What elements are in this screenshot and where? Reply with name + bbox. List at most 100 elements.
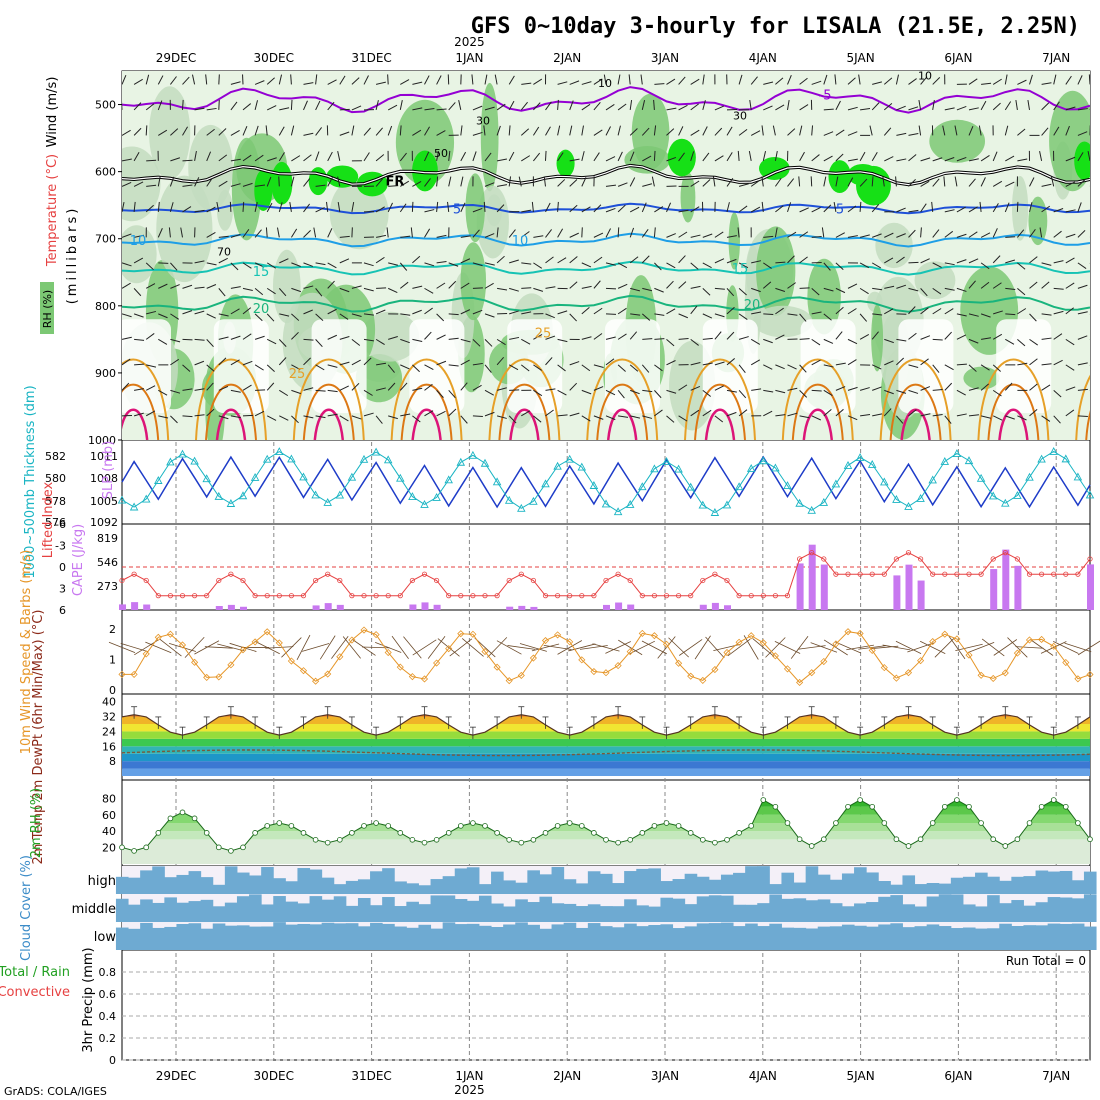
wind-barb <box>230 308 240 315</box>
wind-barb <box>835 306 844 315</box>
wind-barb <box>884 156 894 162</box>
wind-barb <box>436 176 439 187</box>
lifted-index-point <box>675 593 682 599</box>
wind-barb <box>122 336 132 340</box>
wind-barb <box>266 262 276 269</box>
wind-barb <box>122 262 132 267</box>
wind-barb <box>762 281 772 289</box>
wind-barb <box>1065 364 1075 371</box>
pressure-tick-label: 600 <box>95 166 116 179</box>
lifted-index-point <box>1051 571 1057 577</box>
lifted-index-point <box>216 577 222 584</box>
wind-barb <box>254 410 265 417</box>
wind-barb <box>315 74 318 85</box>
wind-barb <box>436 201 439 212</box>
rh2m-tick-label: 60 <box>102 809 116 822</box>
wind-barb <box>194 107 205 111</box>
wind-barb <box>944 382 953 391</box>
thickness-point <box>553 461 562 470</box>
wind-barb <box>992 78 1002 85</box>
wind-barb <box>230 359 240 366</box>
wind-barb <box>266 176 272 187</box>
lifted-index-point <box>724 577 730 584</box>
wind-barb <box>954 125 958 136</box>
wind-barb <box>775 77 784 85</box>
cape-bar <box>893 575 901 610</box>
wind10m-speed-point <box>299 667 308 675</box>
wind-barb <box>726 152 733 162</box>
cloud-cover-bar <box>962 876 976 894</box>
wind-barb <box>641 313 651 321</box>
wind10m-speed-point <box>348 636 356 644</box>
wind10m-barb <box>449 638 473 657</box>
rh2m-band <box>122 814 1090 823</box>
wind-barb <box>1065 282 1075 289</box>
wind-barb <box>557 364 566 372</box>
wind-barb <box>448 280 457 289</box>
slp-ylabel: SLP (mb) <box>101 441 116 500</box>
wind10m-speed-point <box>953 635 961 643</box>
isotherm-label: 5 <box>836 203 844 218</box>
wind-barb <box>557 125 561 136</box>
wind-barb <box>1053 260 1064 264</box>
wind-barb <box>122 181 132 187</box>
wind10m-panel <box>121 609 1091 695</box>
cloud-cover-bar <box>321 877 335 894</box>
wind-barb <box>726 288 735 297</box>
wind-barb <box>654 338 665 340</box>
wind-barb <box>400 313 411 316</box>
lifted-index-line <box>121 552 1091 597</box>
cloud-cover-bar <box>224 866 238 894</box>
cape-bar <box>227 604 235 610</box>
wind-barb <box>400 79 410 85</box>
wind-barb <box>702 362 713 366</box>
wind-barb <box>920 157 931 162</box>
wind10m-speed-point <box>312 677 320 685</box>
wind-barb <box>1005 259 1016 264</box>
wind-barb <box>690 385 701 391</box>
wind-barb <box>569 204 578 213</box>
cloud-cover-bar <box>164 897 177 922</box>
wind10m-speed-point <box>554 631 562 639</box>
wind-barb <box>533 102 541 111</box>
wind-barb <box>749 99 752 110</box>
cloud-cover-bar <box>817 874 831 894</box>
lifted-index-point <box>857 571 863 577</box>
wind-barb <box>412 387 423 391</box>
wind-barb <box>978 125 982 136</box>
wind-barb <box>424 209 435 213</box>
wind-barb <box>1041 102 1050 111</box>
wind10m-speed-point <box>904 669 913 677</box>
wind-barb <box>944 287 955 291</box>
wind-barb <box>483 125 486 136</box>
upper-ylabel: (millibars) <box>65 206 80 305</box>
wind-barb <box>471 74 474 85</box>
wind-barb <box>642 415 653 419</box>
wind-barb <box>847 177 854 187</box>
rh-shade <box>149 86 191 180</box>
cloud-cover-bar <box>297 903 311 922</box>
thickness-point <box>226 499 236 507</box>
wind-barb <box>1041 337 1052 340</box>
wind-barb <box>726 389 737 393</box>
wind-barb <box>823 155 833 162</box>
wind-barb <box>968 313 979 317</box>
temp-color-band <box>122 761 1090 769</box>
rh2m-point <box>385 823 392 829</box>
wind10m-barb <box>579 645 608 650</box>
rh-shade <box>216 189 233 231</box>
wind-barb <box>1065 75 1072 85</box>
wind-barb <box>315 127 323 136</box>
cloud-cover-bar <box>563 903 577 922</box>
rh2m-point <box>288 823 295 829</box>
wind-barb <box>678 255 686 264</box>
wind-barb <box>666 128 675 136</box>
wind-barb <box>424 307 433 315</box>
cloud-cover-bar <box>152 866 165 894</box>
wind-barb <box>993 310 1003 315</box>
wind-barb <box>230 415 241 419</box>
thickness-point <box>1061 454 1071 463</box>
wind-barb <box>533 152 541 162</box>
rh-shade <box>914 261 956 300</box>
cloud-cover-bar <box>454 924 468 950</box>
